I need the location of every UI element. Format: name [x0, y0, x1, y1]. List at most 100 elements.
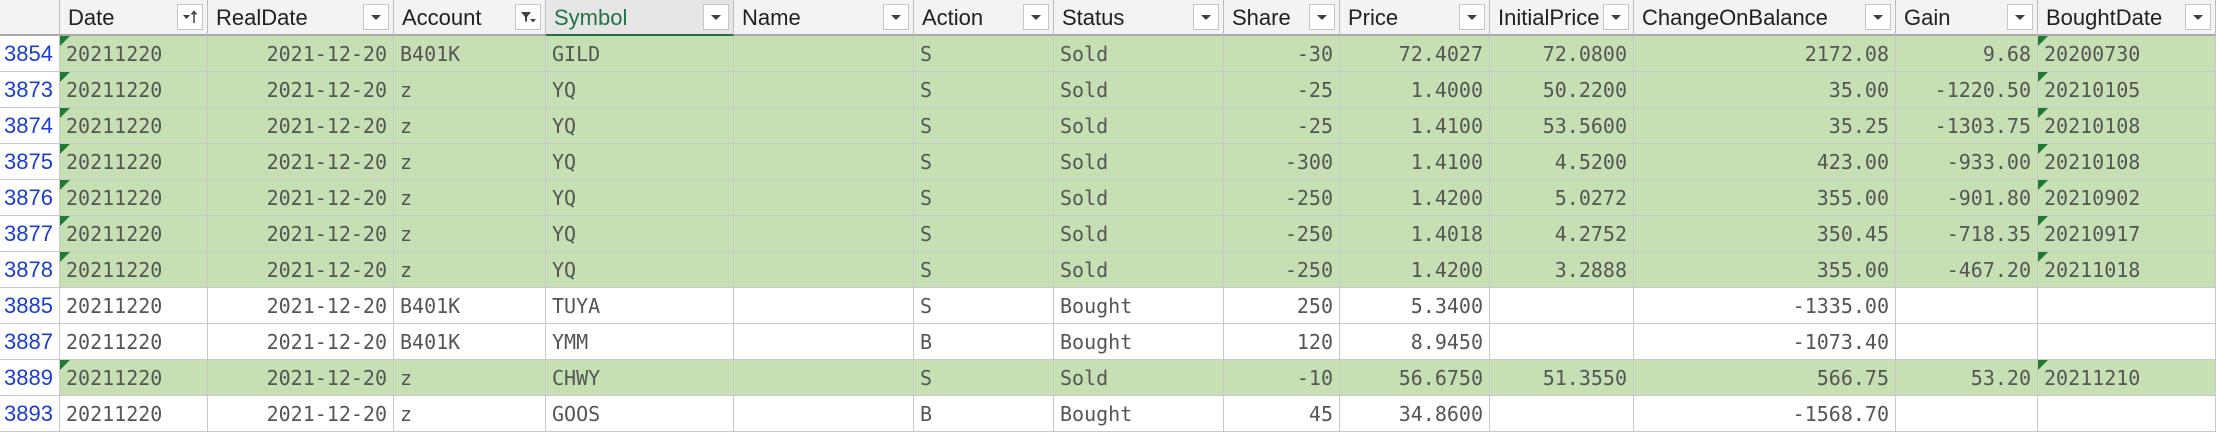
row-number[interactable]: 3877 [0, 216, 60, 252]
cell-symbol[interactable]: YQ [546, 72, 734, 108]
column-header-realdate[interactable]: RealDate [208, 0, 394, 36]
cell-account[interactable]: z [394, 396, 546, 432]
cell-action[interactable]: S [914, 108, 1054, 144]
cell-initialprice[interactable]: 4.2752 [1490, 216, 1634, 252]
row-number[interactable]: 3878 [0, 252, 60, 288]
filter-dropdown-icon[interactable] [1193, 4, 1219, 30]
cell-initialprice[interactable]: 4.5200 [1490, 144, 1634, 180]
cell-name[interactable] [734, 36, 914, 72]
cell-symbol[interactable]: GILD [546, 36, 734, 72]
column-header-account[interactable]: Account [394, 0, 546, 36]
cell-price[interactable]: 56.6750 [1340, 360, 1490, 396]
column-header-name[interactable]: Name [734, 0, 914, 36]
cell-boughtdate[interactable] [2038, 324, 2216, 360]
cell-realdate[interactable]: 2021-12-20 [208, 108, 394, 144]
cell-changeonbalance[interactable]: 566.75 [1634, 360, 1896, 396]
cell-name[interactable] [734, 252, 914, 288]
cell-initialprice[interactable] [1490, 396, 1634, 432]
filter-dropdown-icon[interactable] [703, 4, 729, 30]
cell-changeonbalance[interactable]: 350.45 [1634, 216, 1896, 252]
cell-name[interactable] [734, 72, 914, 108]
cell-action[interactable]: S [914, 144, 1054, 180]
cell-realdate[interactable]: 2021-12-20 [208, 72, 394, 108]
cell-realdate[interactable]: 2021-12-20 [208, 252, 394, 288]
cell-symbol[interactable]: CHWY [546, 360, 734, 396]
cell-name[interactable] [734, 108, 914, 144]
cell-changeonbalance[interactable]: 355.00 [1634, 252, 1896, 288]
cell-price[interactable]: 1.4100 [1340, 144, 1490, 180]
cell-gain[interactable]: 9.68 [1896, 36, 2038, 72]
error-indicator-icon[interactable] [2038, 252, 2048, 262]
cell-status[interactable]: Bought [1054, 288, 1224, 324]
cell-gain[interactable] [1896, 324, 2038, 360]
cell-action[interactable]: S [914, 72, 1054, 108]
cell-gain[interactable] [1896, 288, 2038, 324]
cell-price[interactable]: 34.8600 [1340, 396, 1490, 432]
cell-status[interactable]: Sold [1054, 180, 1224, 216]
filter-dropdown-icon[interactable] [1865, 4, 1891, 30]
cell-share[interactable]: -25 [1224, 72, 1340, 108]
cell-initialprice[interactable]: 5.0272 [1490, 180, 1634, 216]
cell-gain[interactable]: -901.80 [1896, 180, 2038, 216]
sort-ascending-filter-icon[interactable] [177, 4, 203, 30]
cell-gain[interactable]: -1303.75 [1896, 108, 2038, 144]
cell-initialprice[interactable]: 3.2888 [1490, 252, 1634, 288]
cell-boughtdate[interactable] [2038, 288, 2216, 324]
cell-changeonbalance[interactable]: 423.00 [1634, 144, 1896, 180]
cell-realdate[interactable]: 2021-12-20 [208, 324, 394, 360]
cell-action[interactable]: S [914, 360, 1054, 396]
error-indicator-icon[interactable] [2038, 72, 2048, 82]
column-header-date[interactable]: Date [60, 0, 208, 36]
cell-price[interactable]: 1.4000 [1340, 72, 1490, 108]
filter-active-icon[interactable] [515, 4, 541, 30]
cell-price[interactable]: 72.4027 [1340, 36, 1490, 72]
column-header-changeonbalance[interactable]: ChangeOnBalance [1634, 0, 1896, 36]
cell-gain[interactable]: -1220.50 [1896, 72, 2038, 108]
cell-account[interactable]: z [394, 180, 546, 216]
cell-account[interactable]: B401K [394, 36, 546, 72]
cell-boughtdate[interactable] [2038, 396, 2216, 432]
filter-dropdown-icon[interactable] [1459, 4, 1485, 30]
cell-symbol[interactable]: YQ [546, 144, 734, 180]
cell-changeonbalance[interactable]: 35.25 [1634, 108, 1896, 144]
cell-changeonbalance[interactable]: -1335.00 [1634, 288, 1896, 324]
row-number[interactable]: 3854 [0, 36, 60, 72]
select-all-corner[interactable] [0, 0, 60, 36]
cell-action[interactable]: S [914, 216, 1054, 252]
cell-symbol[interactable]: YMM [546, 324, 734, 360]
column-header-gain[interactable]: Gain [1896, 0, 2038, 36]
cell-boughtdate[interactable]: 20210105 [2038, 72, 2216, 108]
error-indicator-icon[interactable] [2038, 36, 2048, 46]
cell-initialprice[interactable]: 50.2200 [1490, 72, 1634, 108]
row-number[interactable]: 3873 [0, 72, 60, 108]
cell-boughtdate[interactable]: 20200730 [2038, 36, 2216, 72]
error-indicator-icon[interactable] [60, 36, 70, 46]
cell-realdate[interactable]: 2021-12-20 [208, 360, 394, 396]
row-number[interactable]: 3889 [0, 360, 60, 396]
cell-date[interactable]: 20211220 [60, 216, 208, 252]
cell-account[interactable]: B401K [394, 324, 546, 360]
cell-changeonbalance[interactable]: -1073.40 [1634, 324, 1896, 360]
cell-status[interactable]: Sold [1054, 252, 1224, 288]
filter-dropdown-icon[interactable] [1023, 4, 1049, 30]
cell-share[interactable]: -250 [1224, 252, 1340, 288]
cell-share[interactable]: -30 [1224, 36, 1340, 72]
cell-status[interactable]: Sold [1054, 144, 1224, 180]
cell-name[interactable] [734, 288, 914, 324]
cell-date[interactable]: 20211220 [60, 396, 208, 432]
cell-account[interactable]: z [394, 108, 546, 144]
cell-name[interactable] [734, 144, 914, 180]
error-indicator-icon[interactable] [60, 252, 70, 262]
cell-date[interactable]: 20211220 [60, 108, 208, 144]
cell-symbol[interactable]: YQ [546, 252, 734, 288]
cell-share[interactable]: -10 [1224, 360, 1340, 396]
cell-price[interactable]: 1.4100 [1340, 108, 1490, 144]
cell-symbol[interactable]: YQ [546, 180, 734, 216]
error-indicator-icon[interactable] [60, 72, 70, 82]
filter-dropdown-icon[interactable] [1309, 4, 1335, 30]
error-indicator-icon[interactable] [60, 360, 70, 370]
cell-symbol[interactable]: YQ [546, 216, 734, 252]
cell-realdate[interactable]: 2021-12-20 [208, 396, 394, 432]
cell-date[interactable]: 20211220 [60, 252, 208, 288]
error-indicator-icon[interactable] [60, 108, 70, 118]
